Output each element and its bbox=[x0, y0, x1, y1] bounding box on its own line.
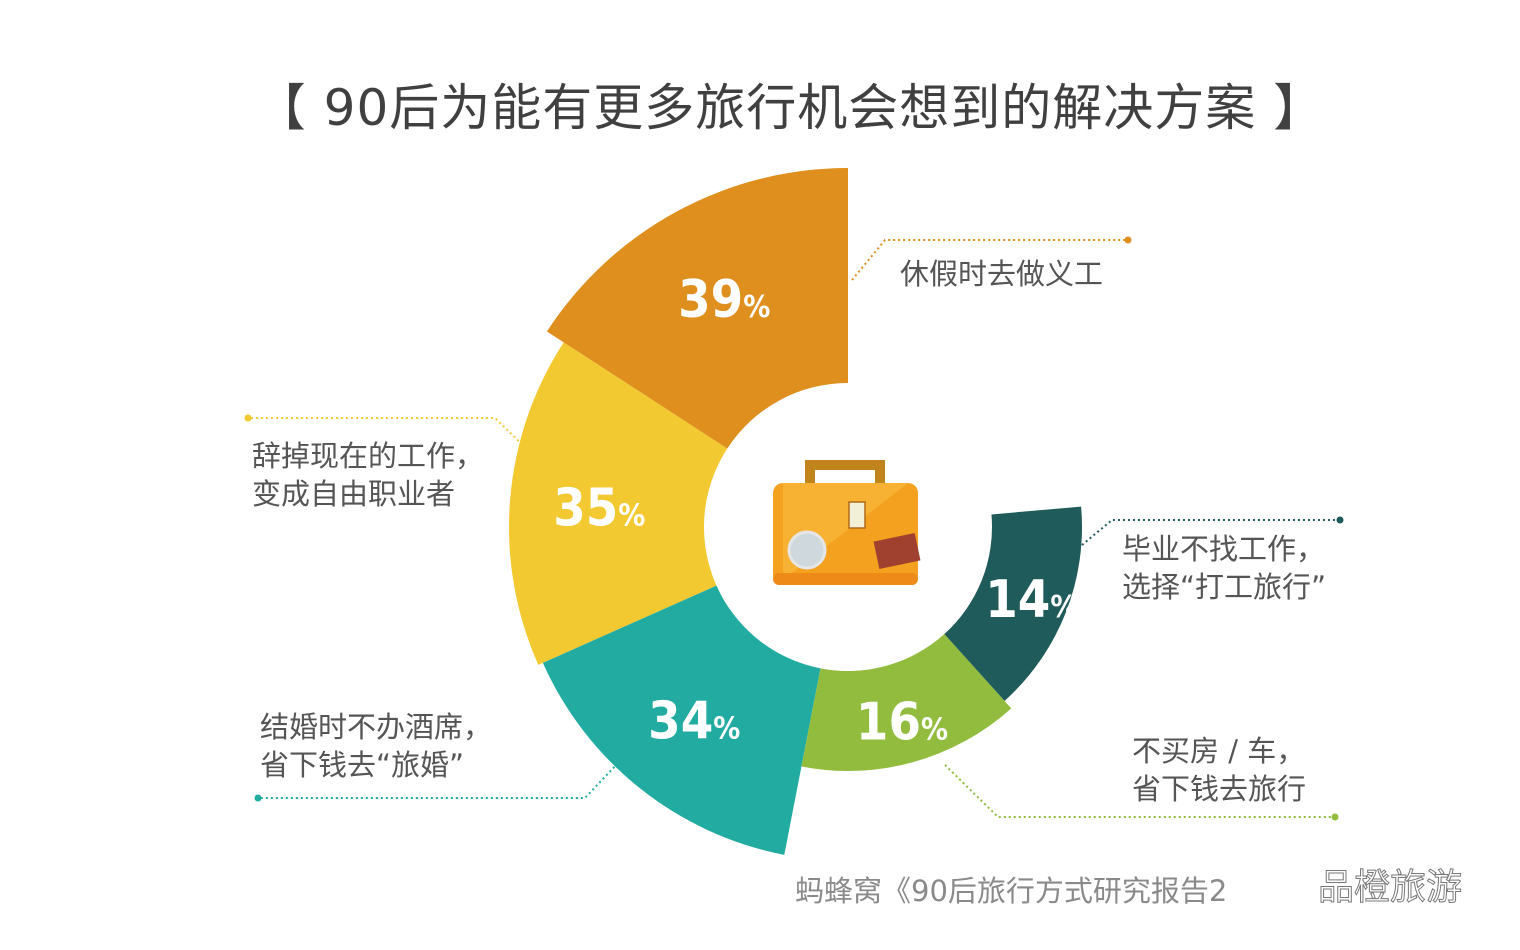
leader-line-2 bbox=[258, 744, 636, 799]
segment-4 bbox=[944, 506, 1083, 701]
leader-line-0 bbox=[851, 239, 1128, 281]
segment-0 bbox=[546, 168, 848, 449]
suitcase-icon bbox=[773, 460, 921, 585]
label-3: 不买房 / 车， 省下钱去旅行 bbox=[1132, 734, 1307, 806]
value-label-3: 16% bbox=[856, 693, 948, 753]
label-0: 休假时去做义工 bbox=[900, 257, 1104, 291]
value-label-0: 39% bbox=[678, 270, 770, 330]
watermark: 品橙旅游 bbox=[1317, 867, 1463, 909]
leader-dot-3 bbox=[1331, 813, 1339, 821]
value-label-2: 34% bbox=[648, 691, 740, 751]
label-1: 辞掉现在的工作， 变成自由职业者 bbox=[252, 439, 485, 511]
source-note: 蚂蜂窝《90后旅行方式研究报告2 bbox=[795, 874, 1228, 908]
leader-line-4 bbox=[1081, 519, 1340, 546]
leader-dot-2 bbox=[254, 794, 262, 802]
leader-dot-0 bbox=[1124, 236, 1132, 244]
segment-1 bbox=[508, 342, 728, 665]
segment-3 bbox=[801, 634, 1012, 771]
chart-title: 【 90后为能有更多旅行机会想到的解决方案 】 bbox=[255, 79, 1325, 137]
label-4: 毕业不找工作， 选择“打工旅行” bbox=[1122, 532, 1327, 604]
label-2: 结婚时不办酒席， 省下钱去“旅婚” bbox=[260, 710, 493, 782]
leader-dot-4 bbox=[1336, 516, 1344, 524]
segment-2 bbox=[542, 585, 821, 855]
leader-dot-1 bbox=[244, 414, 252, 422]
